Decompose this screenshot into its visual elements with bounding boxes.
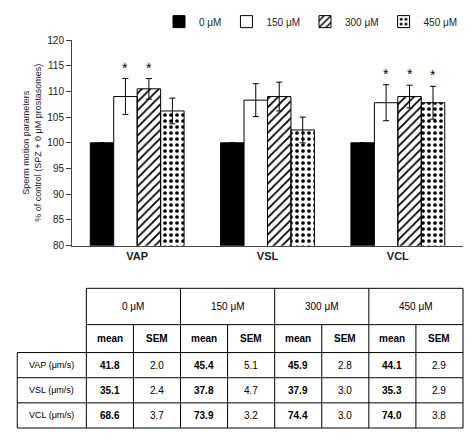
svg-text:35.1: 35.1 (100, 385, 120, 396)
svg-text:110: 110 (48, 86, 64, 97)
svg-text:*: * (407, 66, 413, 82)
svg-text:VAP (μm/s): VAP (μm/s) (29, 360, 74, 370)
svg-text:VCL (μm/s): VCL (μm/s) (29, 410, 74, 420)
svg-text:44.1: 44.1 (382, 360, 402, 371)
svg-text:150 μM: 150 μM (211, 301, 245, 312)
svg-text:*: * (146, 60, 152, 76)
svg-text:3.0: 3.0 (338, 385, 352, 396)
svg-text:68.6: 68.6 (100, 410, 120, 421)
svg-text:VAP: VAP (126, 250, 148, 262)
svg-text:74.4: 74.4 (288, 410, 308, 421)
svg-text:100: 100 (47, 137, 64, 148)
svg-text:*: * (122, 60, 128, 76)
svg-text:3.8: 3.8 (432, 410, 446, 421)
svg-text:3.7: 3.7 (150, 410, 164, 421)
svg-text:mean: mean (191, 333, 217, 344)
svg-text:4.7: 4.7 (244, 385, 258, 396)
svg-text:300 μM: 300 μM (305, 301, 339, 312)
svg-text:mean: mean (97, 333, 123, 344)
svg-text:37.9: 37.9 (288, 385, 308, 396)
svg-text:mean: mean (285, 333, 311, 344)
svg-text:41.8: 41.8 (100, 360, 120, 371)
svg-text:3.2: 3.2 (244, 410, 258, 421)
svg-text:37.8: 37.8 (194, 385, 214, 396)
svg-text:74.0: 74.0 (382, 410, 402, 421)
svg-text:450 μM: 450 μM (399, 301, 433, 312)
svg-text:mean: mean (379, 333, 405, 344)
svg-text:80: 80 (53, 240, 65, 251)
svg-text:45.4: 45.4 (194, 360, 214, 371)
svg-text:35.3: 35.3 (382, 385, 402, 396)
svg-text:*: * (383, 66, 389, 82)
svg-text:0 μM: 0 μM (199, 17, 221, 28)
svg-text:2.4: 2.4 (150, 385, 164, 396)
svg-text:VSL (μm/s): VSL (μm/s) (29, 385, 74, 395)
svg-text:VSL: VSL (257, 250, 279, 262)
svg-text:90: 90 (53, 189, 65, 200)
svg-text:300 μM: 300 μM (345, 17, 379, 28)
svg-text:SEM: SEM (240, 333, 262, 344)
svg-text:85: 85 (53, 214, 65, 225)
svg-text:2.9: 2.9 (432, 385, 446, 396)
svg-text:2.8: 2.8 (338, 360, 352, 371)
svg-text:SEM: SEM (428, 333, 450, 344)
svg-text:5.1: 5.1 (244, 360, 258, 371)
svg-text:150 μM: 150 μM (266, 17, 300, 28)
svg-text:3.0: 3.0 (338, 410, 352, 421)
svg-text:0 μM: 0 μM (122, 301, 144, 312)
svg-text:VCL: VCL (387, 250, 409, 262)
svg-text:Sperm motion parameters% of co: Sperm motion parameters% of control (SPZ… (21, 64, 43, 222)
svg-text:SEM: SEM (146, 333, 168, 344)
svg-text:45.9: 45.9 (288, 360, 308, 371)
svg-text:2.9: 2.9 (432, 360, 446, 371)
svg-text:73.9: 73.9 (194, 410, 214, 421)
svg-text:2.0: 2.0 (150, 360, 164, 371)
svg-text:120: 120 (47, 35, 64, 46)
svg-text:SEM: SEM (334, 333, 356, 344)
svg-text:115: 115 (48, 60, 64, 71)
svg-text:95: 95 (53, 163, 65, 174)
svg-text:*: * (430, 67, 436, 83)
svg-text:450 μM: 450 μM (424, 17, 458, 28)
svg-text:105: 105 (47, 112, 64, 123)
